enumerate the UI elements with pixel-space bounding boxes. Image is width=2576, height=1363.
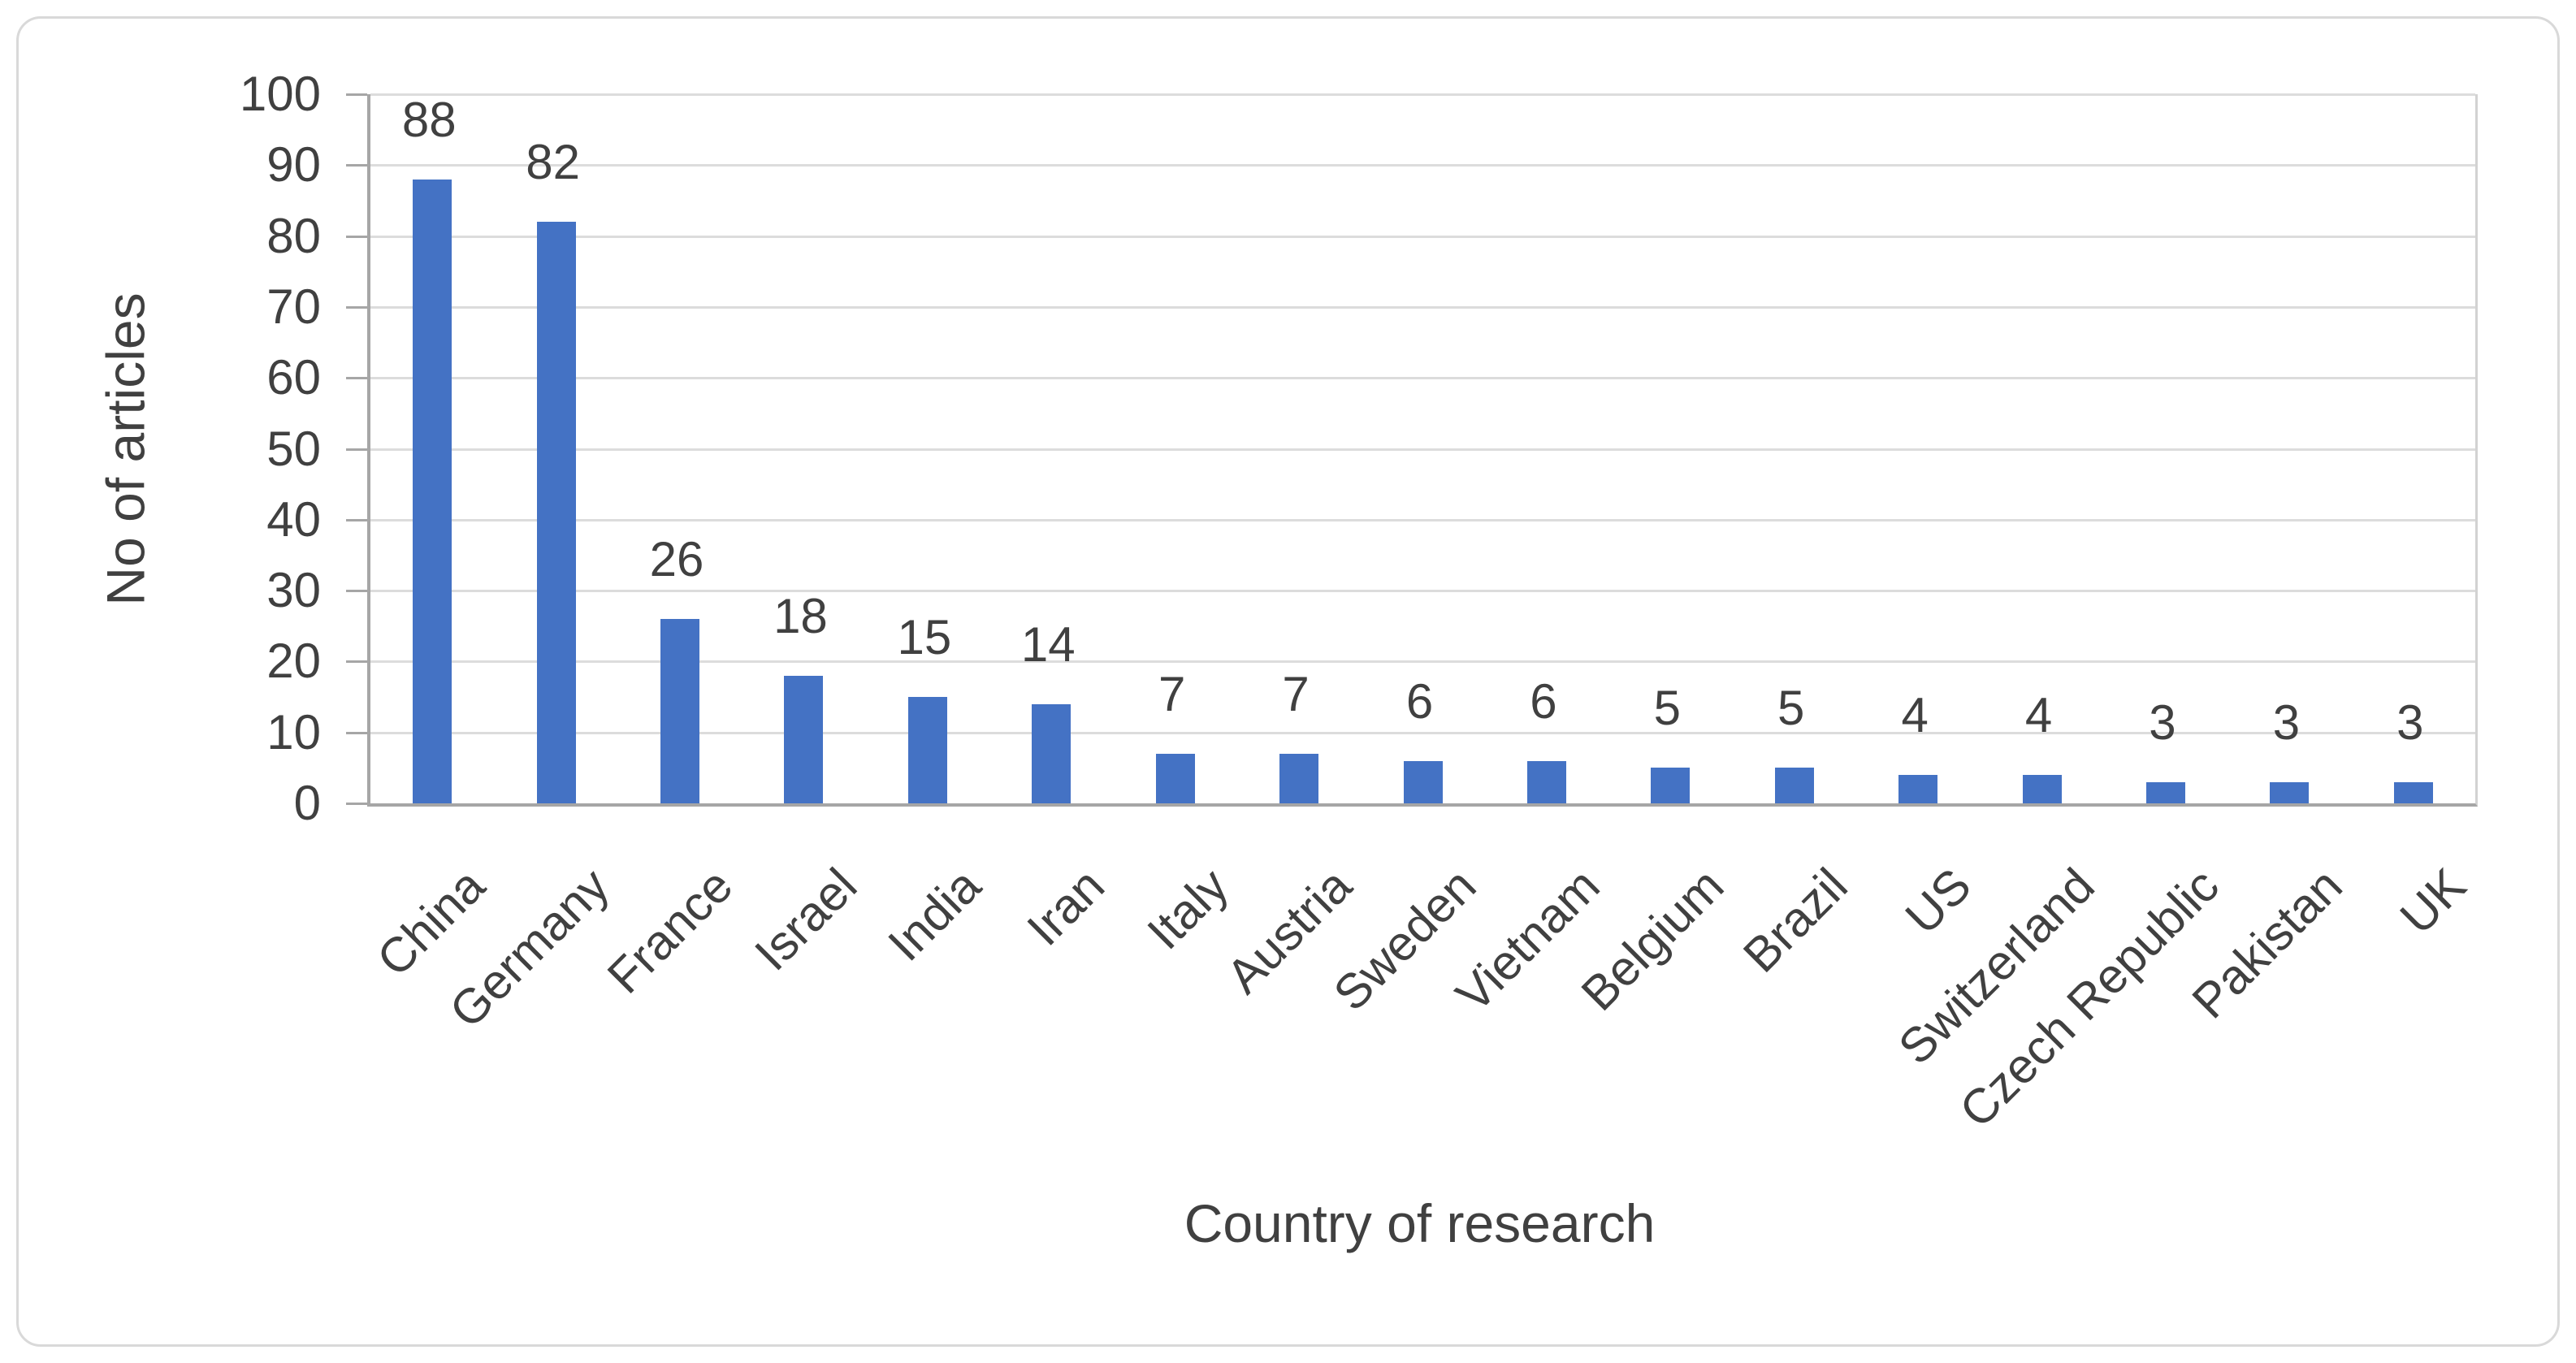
bar-switzerland xyxy=(2022,775,2062,803)
gridline xyxy=(370,305,2475,309)
y-tick-label: 90 xyxy=(266,137,321,193)
y-tick-label: 0 xyxy=(293,776,321,830)
y-tick-label: 60 xyxy=(266,350,321,405)
y-tick-mark xyxy=(346,731,367,734)
bar-us xyxy=(1898,775,1938,803)
data-label: 6 xyxy=(1405,674,1434,729)
bar-israel xyxy=(784,676,824,803)
data-label: 82 xyxy=(526,135,580,189)
bar-iran xyxy=(1032,704,1072,803)
plot-area xyxy=(367,93,2478,807)
data-label: 7 xyxy=(1282,667,1310,721)
data-label: 18 xyxy=(773,589,828,643)
y-tick-mark xyxy=(346,448,367,451)
y-tick-label: 100 xyxy=(239,67,321,121)
y-tick-label: 40 xyxy=(266,491,321,547)
data-label: 7 xyxy=(1158,667,1186,721)
bar-uk xyxy=(2393,782,2433,803)
bar-czech-republic xyxy=(2145,782,2185,803)
bar-france xyxy=(660,619,700,803)
data-label: 4 xyxy=(1901,688,1929,742)
bar-brazil xyxy=(1774,768,1814,803)
bar-india xyxy=(907,697,947,803)
gridline xyxy=(370,235,2475,238)
y-tick-label: 10 xyxy=(266,704,321,759)
bar-belgium xyxy=(1651,768,1691,803)
gridline xyxy=(370,518,2475,521)
bar-sweden xyxy=(1403,761,1443,803)
y-axis-title-box: No of articles xyxy=(93,94,158,803)
y-tick-mark xyxy=(346,305,367,309)
data-label: 5 xyxy=(1777,681,1805,735)
y-tick-mark xyxy=(346,590,367,593)
gridline xyxy=(370,164,2475,167)
data-label: 15 xyxy=(897,610,952,664)
gridline xyxy=(370,93,2475,96)
gridline xyxy=(370,731,2475,734)
y-tick-label: 30 xyxy=(266,563,321,618)
gridline xyxy=(370,660,2475,664)
bar-pakistan xyxy=(2270,782,2310,803)
y-tick-mark xyxy=(346,377,367,380)
y-tick-label: 20 xyxy=(266,634,321,689)
x-axis-title: Country of research xyxy=(1184,1193,1656,1253)
data-label: 3 xyxy=(2149,695,2176,750)
data-label: 3 xyxy=(2396,695,2424,750)
data-label: 88 xyxy=(401,93,457,147)
y-tick-mark xyxy=(346,660,367,664)
y-tick-label: 50 xyxy=(266,421,321,476)
y-tick-mark xyxy=(346,93,367,96)
y-tick-mark xyxy=(346,518,367,521)
y-tick-mark xyxy=(346,235,367,238)
y-axis-title: No of articles xyxy=(96,292,157,606)
data-label: 14 xyxy=(1020,617,1076,672)
gridline xyxy=(370,377,2475,380)
data-label: 5 xyxy=(1653,681,1681,735)
bar-vietnam xyxy=(1526,761,1566,803)
gridline xyxy=(370,448,2475,451)
gridline xyxy=(370,590,2475,593)
y-tick-mark xyxy=(346,803,367,805)
bar-germany xyxy=(536,222,576,803)
bar-italy xyxy=(1155,754,1195,803)
y-tick-mark xyxy=(346,164,367,167)
bar-austria xyxy=(1279,754,1319,803)
bar-china xyxy=(413,180,452,803)
y-tick-label: 70 xyxy=(266,279,321,334)
y-tick-label: 80 xyxy=(266,208,321,263)
data-label: 3 xyxy=(2272,695,2301,750)
data-label: 4 xyxy=(2024,688,2053,742)
data-label: 26 xyxy=(649,532,704,586)
data-label: 6 xyxy=(1530,674,1557,729)
